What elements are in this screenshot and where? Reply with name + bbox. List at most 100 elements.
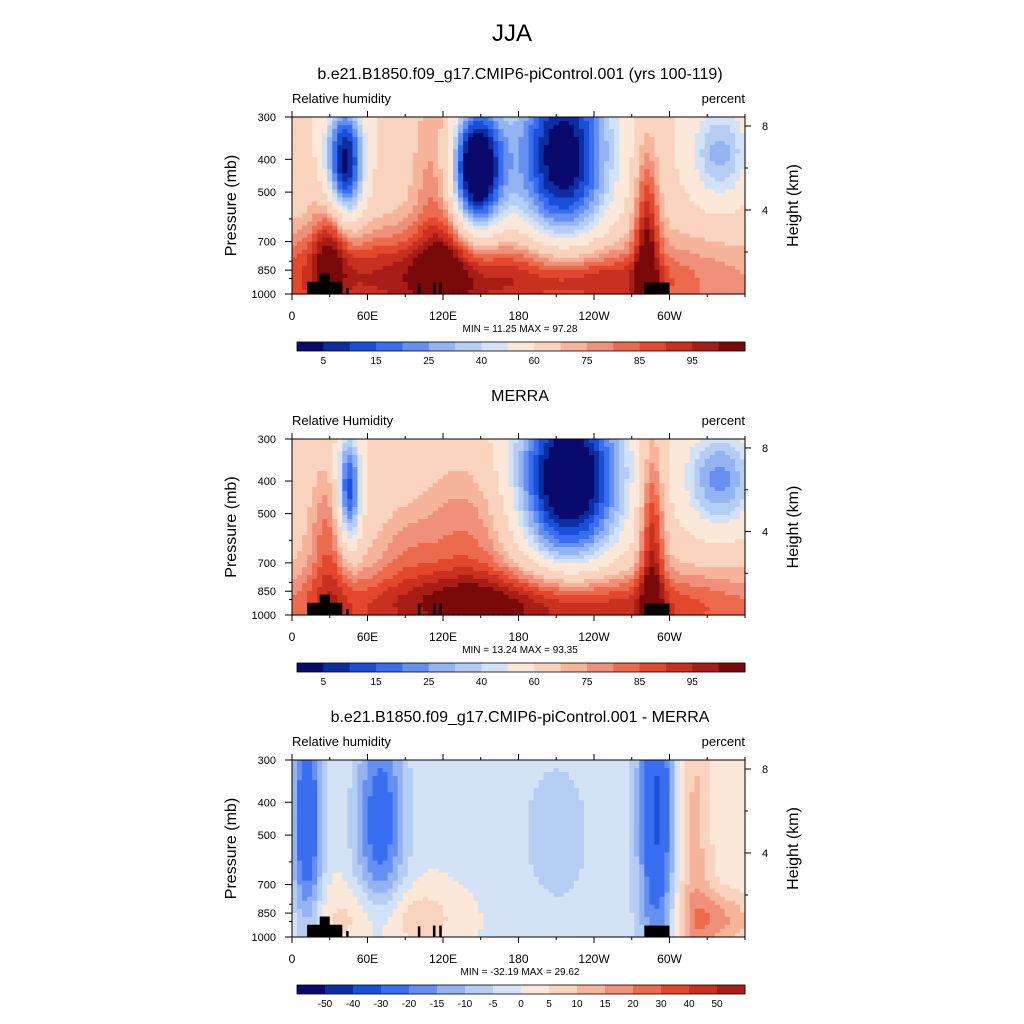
min-max-stats: MIN = -32.19 MAX = 29.62 — [461, 967, 580, 978]
colorbar-swatch — [323, 342, 351, 351]
y-tick-label: 500 — [258, 187, 276, 199]
topography-mask — [319, 916, 330, 937]
colorbar-label: -10 — [458, 999, 473, 1010]
colorbar-swatch — [560, 342, 588, 351]
y-tick-label: 700 — [258, 880, 276, 892]
colorbar-swatch — [381, 985, 410, 994]
topography-mask — [346, 609, 349, 615]
variable-label: Relative Humidity — [292, 413, 394, 428]
colorbar-label: 95 — [687, 356, 699, 367]
topography-mask — [439, 282, 442, 294]
colorbar-swatch — [633, 985, 662, 994]
colorbar-swatch — [661, 985, 690, 994]
colorbar-swatch — [297, 342, 324, 351]
colorbar-swatch — [586, 342, 614, 351]
colorbar-swatch — [665, 342, 693, 351]
colorbar-swatch — [376, 663, 403, 672]
topography-mask — [417, 283, 421, 294]
colorbar-swatch — [481, 663, 509, 672]
x-tick-label: 60E — [357, 952, 378, 966]
colorbar-swatch — [349, 663, 377, 672]
y2-axis-label: Height (km) — [785, 807, 802, 890]
colorbar-swatch — [549, 985, 578, 994]
units-label: percent — [702, 91, 746, 106]
colorbar-label: 95 — [687, 677, 699, 688]
colorbar-swatch — [402, 663, 430, 672]
colorbar-swatch — [717, 985, 746, 994]
panel-title: b.e21.B1850.f09_g17.CMIP6-piControl.001 … — [317, 66, 722, 83]
topography-mask — [644, 925, 670, 937]
y2-tick-label: 4 — [762, 848, 768, 860]
topography-mask — [417, 926, 421, 937]
colorbar-label: -5 — [489, 999, 498, 1010]
variable-label: Relative humidity — [292, 734, 391, 749]
topography-mask — [644, 282, 670, 294]
y2-axis-label: Height (km) — [785, 486, 802, 569]
colorbar-swatch — [692, 663, 720, 672]
colorbar-label: -20 — [402, 999, 417, 1010]
variable-label: Relative humidity — [292, 91, 391, 106]
colorbar-label: 15 — [370, 356, 382, 367]
colorbar-label: -50 — [318, 999, 333, 1010]
y-tick-label: 1000 — [252, 289, 276, 301]
x-tick-label: 180 — [508, 309, 528, 323]
colorbar-label: 5 — [546, 999, 552, 1010]
y-tick-label: 700 — [258, 558, 276, 570]
colorbar-label: 40 — [683, 999, 695, 1010]
topography-mask — [346, 930, 349, 937]
y2-tick-label: 8 — [762, 121, 768, 133]
colorbar-label: 25 — [423, 677, 435, 688]
colorbar — [296, 662, 746, 673]
colorbar-swatch — [613, 342, 641, 351]
topography-mask — [432, 603, 436, 615]
colorbar-swatch — [428, 663, 456, 672]
x-tick-label: 0 — [289, 309, 296, 323]
x-tick-label: 0 — [289, 630, 296, 644]
topography-mask — [432, 282, 436, 294]
colorbar-swatch — [455, 663, 482, 672]
colorbar-swatch — [534, 342, 562, 351]
colorbar-label: 10 — [571, 999, 583, 1010]
x-tick-label: 120W — [578, 309, 610, 323]
colorbar-label: 60 — [529, 677, 541, 688]
topography-mask — [319, 594, 330, 615]
topography-mask — [417, 604, 421, 615]
colorbar-label: 20 — [627, 999, 639, 1010]
colorbar-swatch — [718, 663, 746, 672]
colorbar-swatch — [692, 342, 720, 351]
x-tick-label: 60W — [657, 630, 682, 644]
colorbar-swatch — [353, 985, 382, 994]
y-tick-label: 1000 — [252, 610, 276, 622]
colorbar-label: -15 — [430, 999, 445, 1010]
colorbar-swatch — [605, 985, 634, 994]
colorbar-label: 50 — [711, 999, 723, 1010]
colorbar-frame — [296, 341, 746, 352]
y-tick-label: 850 — [258, 908, 276, 920]
y-tick-label: 700 — [258, 237, 276, 249]
colorbar — [296, 984, 746, 995]
topography-mask — [346, 287, 349, 294]
colorbar-label: 25 — [423, 356, 435, 367]
topography-mask — [439, 925, 442, 937]
min-max-stats: MIN = 11.25 MAX = 97.28 — [463, 324, 578, 335]
y2-tick-label: 8 — [762, 443, 768, 455]
contour-field — [292, 439, 746, 616]
colorbar-label: 40 — [476, 356, 488, 367]
colorbar-swatch — [507, 342, 535, 351]
colorbar-swatch — [465, 985, 494, 994]
y-tick-label: 400 — [258, 797, 276, 809]
colorbar-swatch — [349, 342, 377, 351]
colorbar-label: 5 — [321, 356, 327, 367]
figure-title: JJA — [491, 20, 532, 47]
x-tick-label: 120W — [578, 952, 610, 966]
colorbar-label: 75 — [581, 356, 593, 367]
x-tick-label: 180 — [508, 952, 528, 966]
min-max-stats: MIN = 13.24 MAX = 93.35 — [462, 645, 578, 656]
colorbar-label: 85 — [634, 356, 646, 367]
colorbar-swatch — [402, 342, 430, 351]
colorbar-label: -30 — [374, 999, 389, 1010]
colorbar-label: 85 — [634, 677, 646, 688]
topography-mask — [432, 925, 436, 937]
colorbar-swatch — [481, 342, 509, 351]
